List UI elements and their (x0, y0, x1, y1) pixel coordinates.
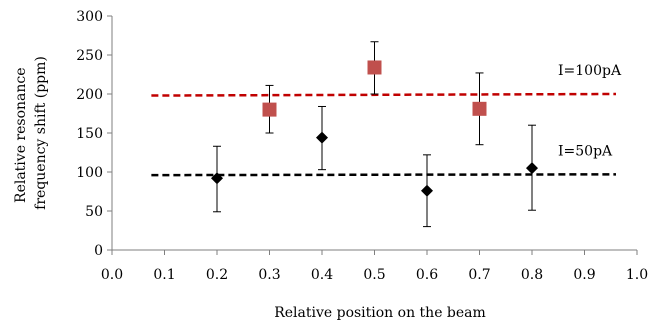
x-axis-title: Relative position on the beam (274, 305, 486, 321)
x-tick-label: 0.9 (573, 267, 595, 283)
data-point-square (472, 101, 487, 116)
data-point-square (262, 102, 277, 117)
y-axis-title-line-2: frequency shift (ppm) (33, 56, 49, 210)
trend-lines (151, 92, 617, 177)
trend-line (151, 92, 617, 97)
y-tick-label: 300 (76, 9, 103, 25)
y-axis-title-line-1: Relative resonance (13, 67, 29, 203)
x-tick-label: 0.4 (311, 267, 333, 283)
x-tick-label: 1.0 (626, 267, 648, 283)
x-tick-label: 0.8 (521, 267, 543, 283)
y-tick-label: 0 (94, 243, 103, 259)
x-tick-label: 0.7 (468, 267, 490, 283)
y-tick-labels: 0 50 100 150 200 250 300 (76, 9, 103, 259)
y-tick-label: 200 (76, 87, 103, 103)
x-tick-label: 0.6 (416, 267, 438, 283)
y-tick-label: 100 (76, 165, 103, 181)
series-label: I=100pA (558, 63, 622, 79)
data-markers (211, 60, 538, 197)
trend-line (151, 173, 617, 177)
y-tick-label: 50 (85, 204, 103, 220)
data-point-square (367, 60, 382, 75)
y-tick-label: 250 (76, 48, 103, 64)
data-point-diamond (316, 131, 328, 144)
data-point-diamond (421, 184, 433, 197)
y-axis-title: Relative resonance frequency shift (ppm) (13, 56, 49, 210)
x-tick-label: 0.1 (153, 267, 175, 283)
y-tick-label: 150 (76, 126, 103, 142)
data-point-diamond (526, 162, 538, 175)
axes (107, 15, 638, 255)
x-tick-label: 0.3 (258, 267, 280, 283)
x-tick-labels: 0.0 0.1 0.2 0.3 0.4 0.5 0.6 0.7 0.8 0.9 1.0 (101, 267, 648, 283)
series-labels: I=100pA I=50pA (558, 63, 622, 159)
data-point-diamond (211, 172, 223, 185)
x-tick-label: 0.2 (206, 267, 228, 283)
x-tick-label: 0.5 (363, 267, 385, 283)
x-tick-label: 0.0 (101, 267, 123, 283)
series-label: I=50pA (558, 143, 613, 159)
